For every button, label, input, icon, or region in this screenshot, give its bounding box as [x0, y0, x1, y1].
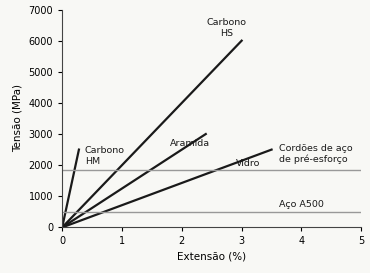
Text: Aço A500: Aço A500	[279, 200, 324, 209]
Text: Carbono
HS: Carbono HS	[207, 18, 247, 38]
Text: Carbono
HM: Carbono HM	[85, 147, 125, 166]
X-axis label: Extensão (%): Extensão (%)	[177, 252, 246, 262]
Text: Aramida: Aramida	[170, 139, 210, 148]
Y-axis label: Tensão (MPa): Tensão (MPa)	[13, 84, 23, 153]
Text: Vidro: Vidro	[236, 159, 260, 168]
Text: Cordões de aço
de pré-esforço: Cordões de aço de pré-esforço	[279, 144, 352, 164]
